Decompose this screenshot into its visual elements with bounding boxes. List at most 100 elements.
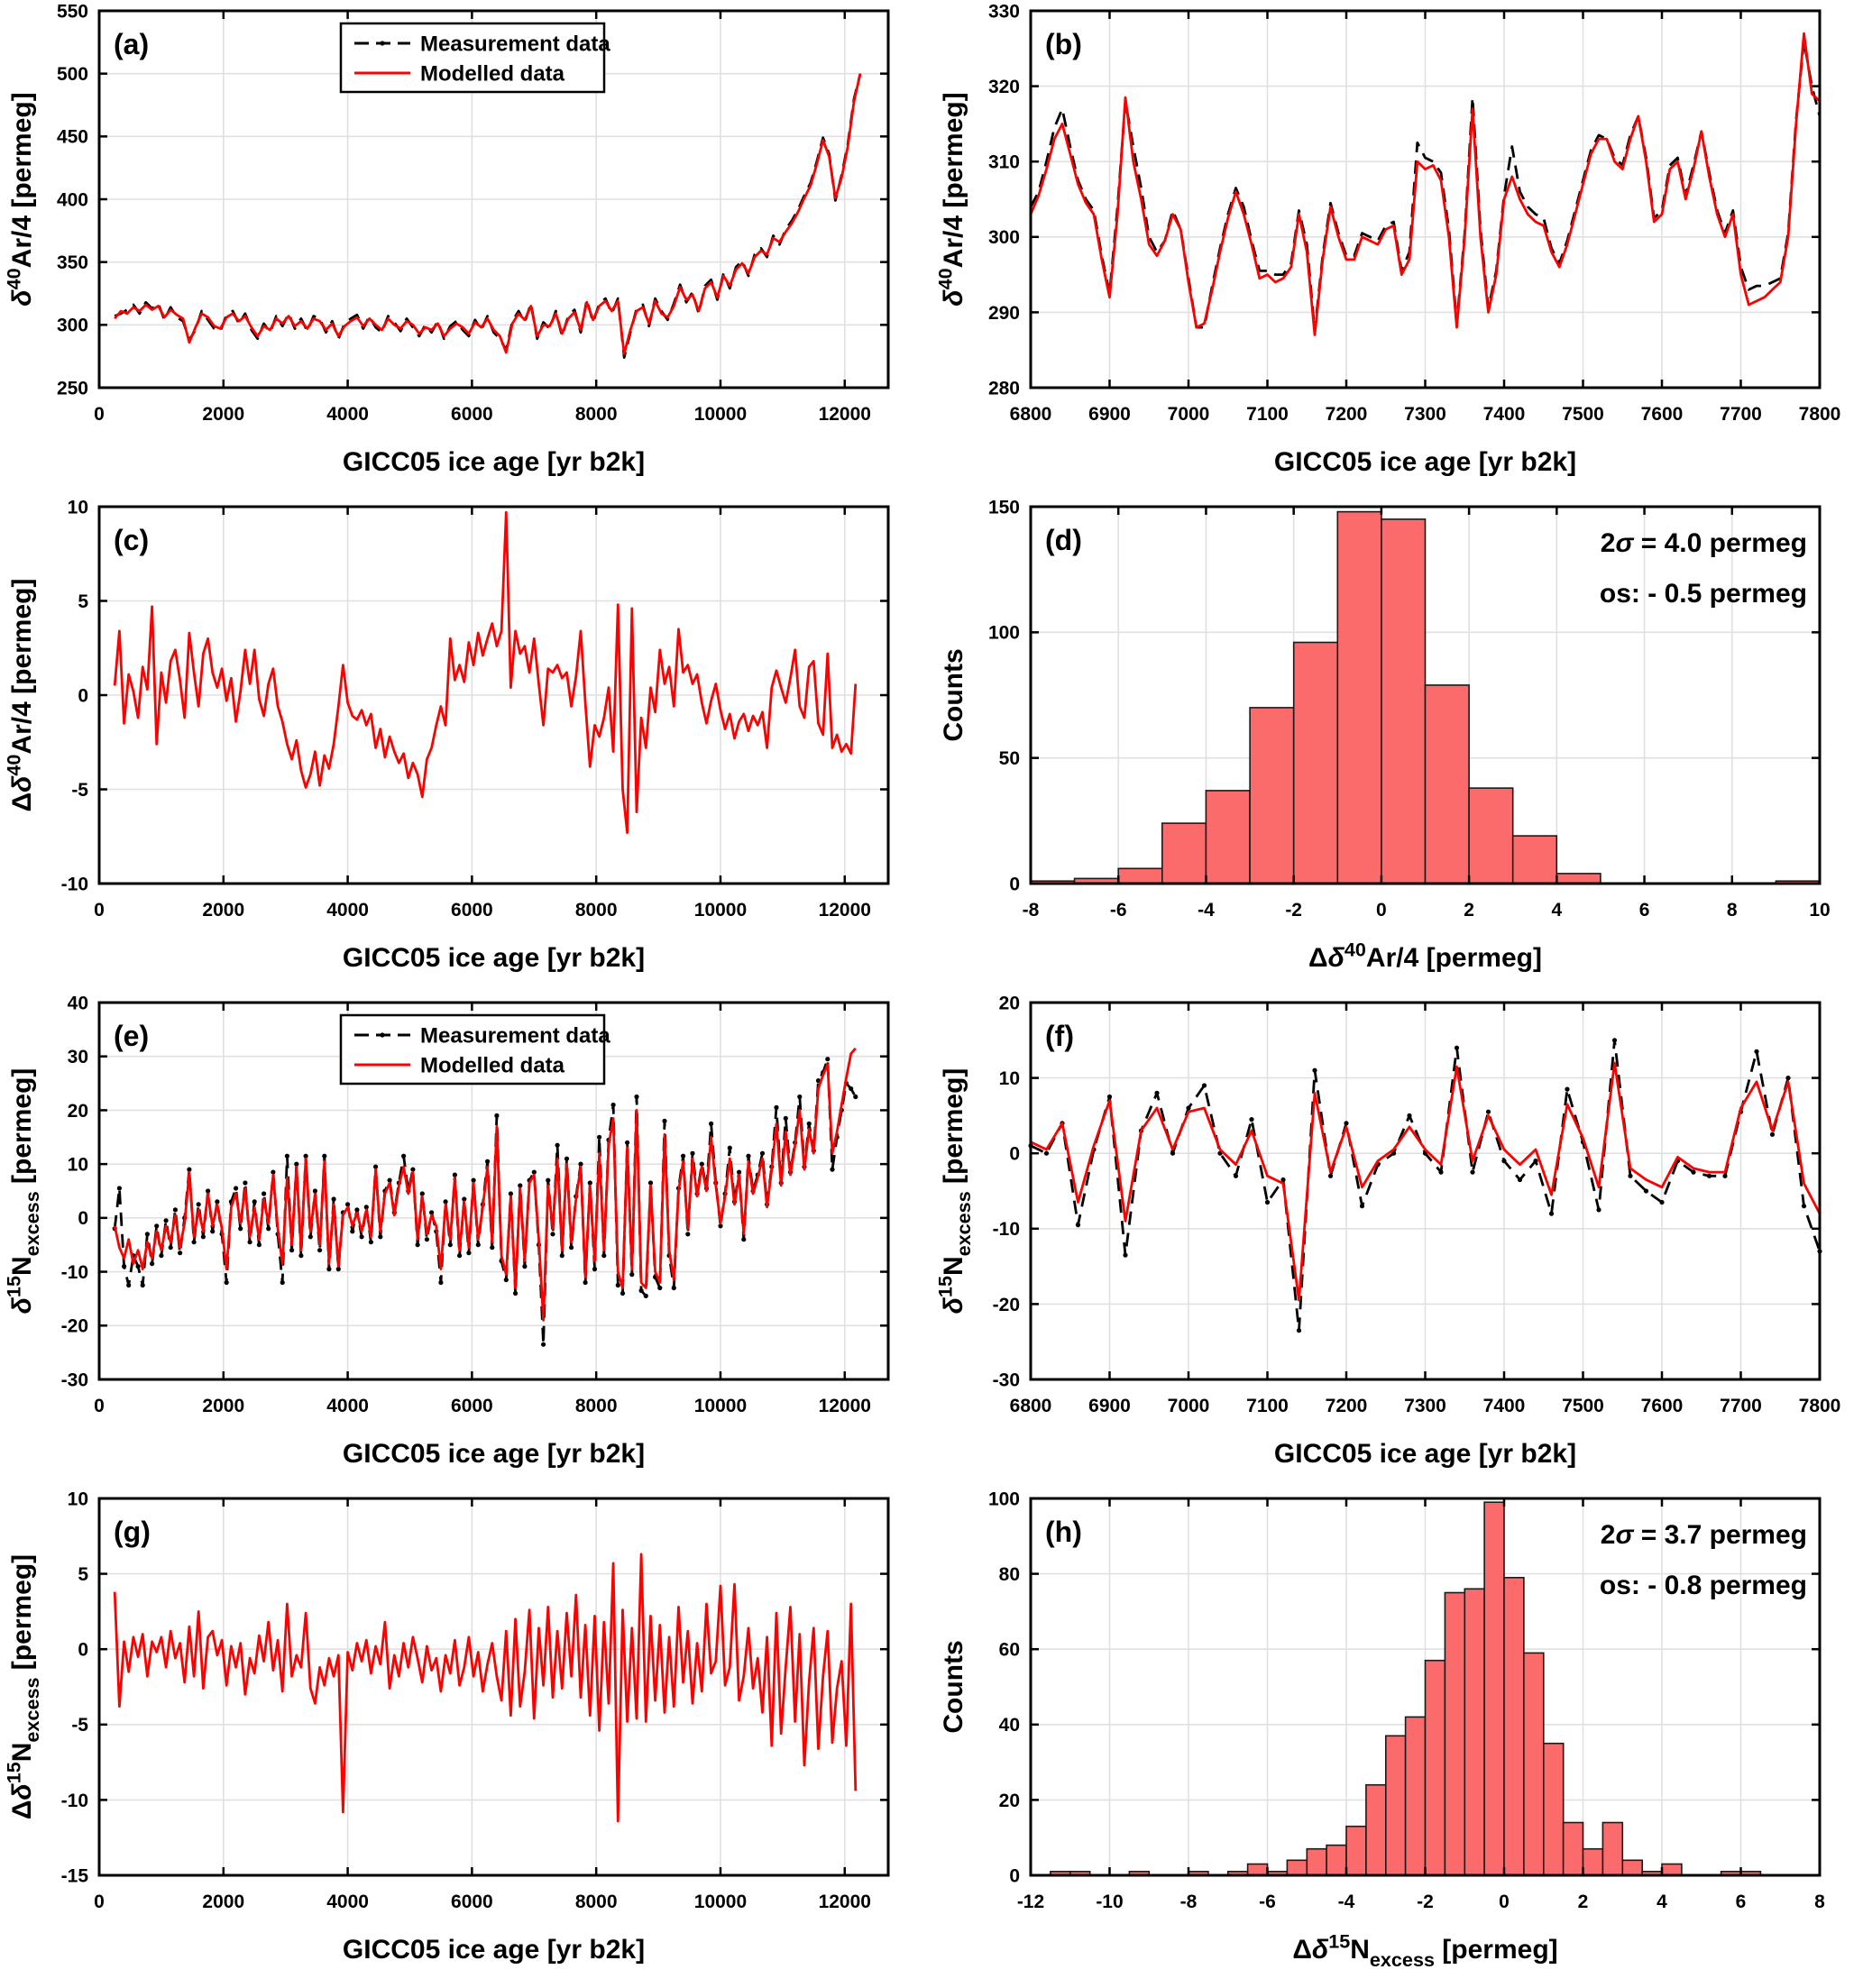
x-tick-label: 2000 <box>202 900 244 921</box>
x-tick-label: 10000 <box>694 1396 747 1416</box>
x-tick-label: 6900 <box>1088 1396 1131 1416</box>
x-tick-label: 8 <box>1814 1892 1825 1912</box>
x-tick-label: 7400 <box>1483 1396 1526 1416</box>
bar <box>1511 835 1558 884</box>
y-axis-label: Δδ15Nexcess [permeg] <box>3 1554 43 1819</box>
bar <box>1444 1591 1466 1876</box>
stats-annotation: 2σ = 4.0 permeg os: - 0.5 permeg <box>1600 528 1807 609</box>
y-tick-label: 0 <box>1009 874 1020 894</box>
x-tick-label: 2000 <box>202 1892 244 1912</box>
x-tick-label: 7700 <box>1720 1396 1762 1416</box>
y-tick-label: -10 <box>993 1219 1020 1240</box>
x-tick-label: -8 <box>1180 1892 1198 1912</box>
y-tick-label: 400 <box>57 189 88 210</box>
x-axis-label: GICC05 ice age [yr b2k] <box>343 1439 645 1469</box>
series-modelled-data <box>113 510 858 834</box>
y-tick-label: 550 <box>57 1 88 22</box>
panel-letter: (a) <box>114 28 149 60</box>
x-tick-label: 6000 <box>451 1892 493 1912</box>
series-modelled-data <box>113 1553 858 1823</box>
y-tick-label: 310 <box>988 152 1020 173</box>
x-tick-label: 7600 <box>1641 1396 1684 1416</box>
tick-labels: 0 2000 4000 6000 8000 10000 12000 250 300 350 400 4… <box>57 1 871 425</box>
y-tick-label: 450 <box>57 127 88 148</box>
x-tick-label: 0 <box>94 1892 105 1912</box>
y-tick-label: 0 <box>78 685 88 706</box>
panel-letter: (g) <box>114 1516 151 1548</box>
bar <box>1205 790 1251 884</box>
stats-annotation: 2σ = 3.7 permeg os: - 0.8 permeg <box>1600 1520 1807 1600</box>
bar <box>1661 1863 1683 1876</box>
panel-e: 0 2000 4000 6000 8000 10000 12000 -30 -20 -10 0 10 2… <box>0 992 932 1488</box>
series-measurement-data <box>113 1058 858 1346</box>
bar <box>1292 641 1339 884</box>
bar <box>1556 873 1601 884</box>
bar <box>1464 1588 1485 1876</box>
y-tick-label: 30 <box>68 1047 88 1067</box>
x-axis-label: GICC05 ice age [yr b2k] <box>343 1935 645 1965</box>
panel-letter: (c) <box>114 524 149 556</box>
y-tick-label: 330 <box>988 1 1020 22</box>
legend-label: Measurement data <box>420 32 610 56</box>
x-tick-label: 0 <box>94 1396 105 1416</box>
axes-box <box>97 1497 890 1877</box>
y-tick-label: -5 <box>71 1715 88 1736</box>
legend-label: Measurement data <box>420 1023 610 1048</box>
series-measurement-data <box>114 73 862 359</box>
x-tick-label: 7000 <box>1168 1396 1210 1416</box>
x-tick-label: 10000 <box>694 1892 747 1912</box>
y-tick-label: 290 <box>988 303 1020 324</box>
x-tick-label: 12000 <box>819 1396 871 1416</box>
y-tick-label: 350 <box>57 252 88 273</box>
bar <box>1161 822 1207 884</box>
x-tick-label: 2 <box>1578 1892 1589 1912</box>
x-tick-label: 6000 <box>451 404 493 425</box>
tick-labels: 0 2000 4000 6000 8000 10000 12000 -10 -5 0 5 10 <box>61 497 871 921</box>
x-axis-label: GICC05 ice age [yr b2k] <box>1274 447 1576 477</box>
panel-letter: (f) <box>1045 1020 1074 1052</box>
bar <box>1336 510 1382 884</box>
series-modelled-data <box>113 1047 857 1322</box>
bar <box>1117 867 1163 884</box>
stats-annotation-line: os: - 0.8 permeg <box>1600 1571 1807 1600</box>
chart-f: 6800 6900 7000 7100 7200 7300 7400 7500 7600 7700… <box>934 993 1841 1469</box>
x-tick-label: 7600 <box>1641 404 1684 425</box>
y-axis-label: Δδ40Ar/4 [permeg] <box>3 579 37 812</box>
x-axis-label: GICC05 ice age [yr b2k] <box>343 447 645 477</box>
y-axis-label: δ15Nexcess [permeg] <box>934 1068 975 1315</box>
y-tick-label: 320 <box>988 77 1020 97</box>
bar <box>1326 1844 1347 1876</box>
y-axis-label: δ40Ar/4 [permeg] <box>3 92 37 306</box>
tick-labels: 0 2000 4000 6000 8000 10000 12000 -30 -20 -10 0 10 2… <box>61 993 871 1416</box>
legend: Measurement data Modelled data <box>339 1013 610 1086</box>
panel-h: -12 -10 -8 -6 -4 -2 0 2 4 6 8 0 20 40 60 80 100 Δδ15Nexce… <box>932 1488 1863 1983</box>
bar <box>1483 1501 1505 1876</box>
x-tick-label: 12000 <box>819 1892 871 1912</box>
x-axis-label: GICC05 ice age [yr b2k] <box>343 943 645 973</box>
y-tick-label: -20 <box>61 1316 88 1337</box>
x-tick-label: -4 <box>1198 900 1215 921</box>
x-tick-label: 2000 <box>202 1396 244 1416</box>
y-tick-label: -30 <box>61 1370 88 1390</box>
panel-letter: (d) <box>1045 524 1082 556</box>
bar <box>1345 1825 1367 1876</box>
x-axis-label: Δδ40Ar/4 [permeg] <box>1308 939 1542 973</box>
x-tick-label: 8000 <box>575 404 618 425</box>
tick-labels: 6800 6900 7000 7100 7200 7300 7400 7500 7600 7700… <box>988 1 1840 425</box>
y-axis-label: Counts <box>939 648 968 741</box>
bar <box>1542 1742 1565 1876</box>
chart-g: 0 2000 4000 6000 8000 10000 12000 -15 -10 -5 0 5 10 G… <box>3 1489 890 1965</box>
axis-ticks <box>97 9 888 389</box>
bar <box>1601 1821 1624 1876</box>
axis-ticks <box>97 1497 888 1877</box>
y-tick-label: 10 <box>68 497 88 518</box>
y-tick-label: -20 <box>993 1295 1020 1315</box>
x-tick-label: -6 <box>1110 900 1127 921</box>
bar <box>1286 1859 1308 1876</box>
panel-g: 0 2000 4000 6000 8000 10000 12000 -15 -10 -5 0 5 10 G… <box>0 1488 932 1983</box>
x-tick-label: 4 <box>1657 1892 1667 1912</box>
bar <box>1468 787 1514 884</box>
